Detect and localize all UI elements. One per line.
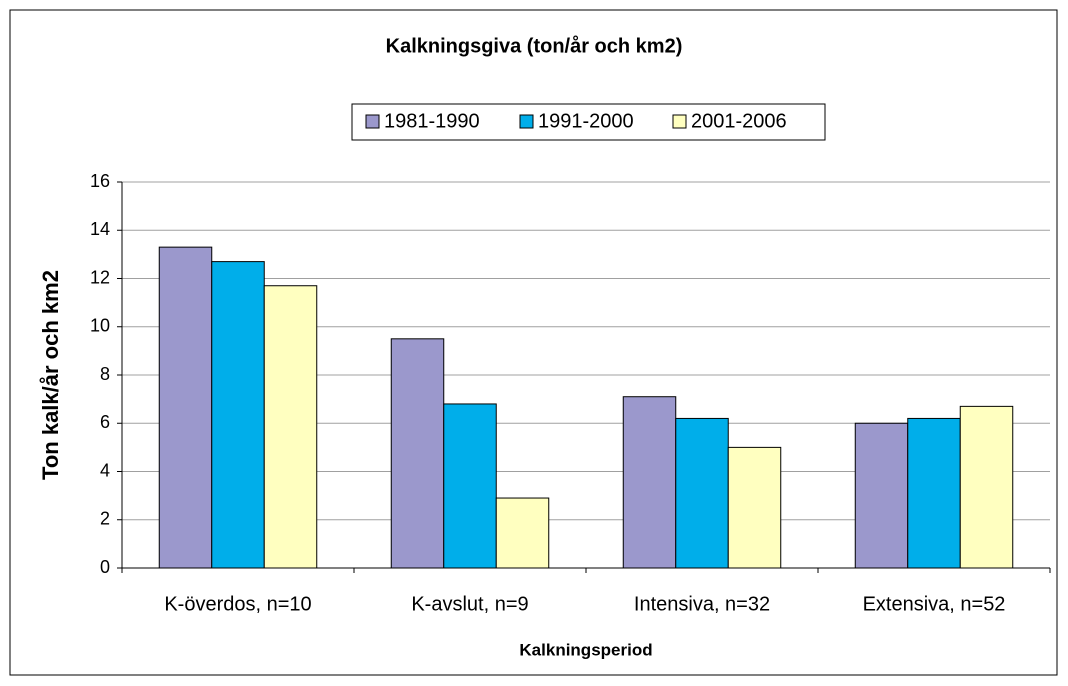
bar bbox=[675, 417, 729, 569]
x-tick-label: Intensiva, n=32 bbox=[634, 593, 770, 615]
x-tick-label: K-avslut, n=9 bbox=[411, 593, 528, 615]
x-tick-label: Extensiva, n=52 bbox=[863, 593, 1006, 615]
bar bbox=[390, 338, 445, 569]
bar bbox=[959, 405, 1014, 569]
bar bbox=[443, 403, 497, 569]
legend-label: 1991-2000 bbox=[538, 110, 634, 132]
x-tick-label: K-överdos, n=10 bbox=[164, 593, 311, 615]
y-tick-label: 2 bbox=[100, 509, 110, 529]
bar bbox=[622, 396, 677, 569]
bar bbox=[211, 261, 265, 569]
bar bbox=[854, 422, 909, 569]
y-axis-label: Ton kalk/år och km2 bbox=[38, 270, 63, 480]
y-tick-label: 6 bbox=[100, 412, 110, 432]
bar bbox=[727, 446, 782, 569]
legend-swatch bbox=[672, 114, 687, 129]
bar bbox=[158, 246, 213, 569]
y-tick-label: 10 bbox=[90, 316, 110, 336]
legend-swatch bbox=[519, 114, 534, 129]
y-tick-label: 12 bbox=[90, 267, 110, 287]
bar bbox=[263, 285, 318, 569]
y-tick-label: 0 bbox=[100, 557, 110, 577]
legend-label: 1981-1990 bbox=[384, 110, 480, 132]
y-tick-label: 4 bbox=[100, 460, 110, 480]
x-axis-label: Kalkningsperiod bbox=[519, 640, 652, 659]
legend-box bbox=[351, 103, 826, 141]
bar bbox=[495, 497, 550, 569]
y-tick-label: 14 bbox=[90, 219, 110, 239]
chart-title: Kalkningsgiva (ton/år och km2) bbox=[386, 34, 683, 57]
y-tick-label: 16 bbox=[90, 171, 110, 191]
y-tick-label: 8 bbox=[100, 364, 110, 384]
legend-label: 2001-2006 bbox=[691, 110, 787, 132]
bar bbox=[907, 417, 961, 569]
legend-swatch bbox=[365, 114, 380, 129]
